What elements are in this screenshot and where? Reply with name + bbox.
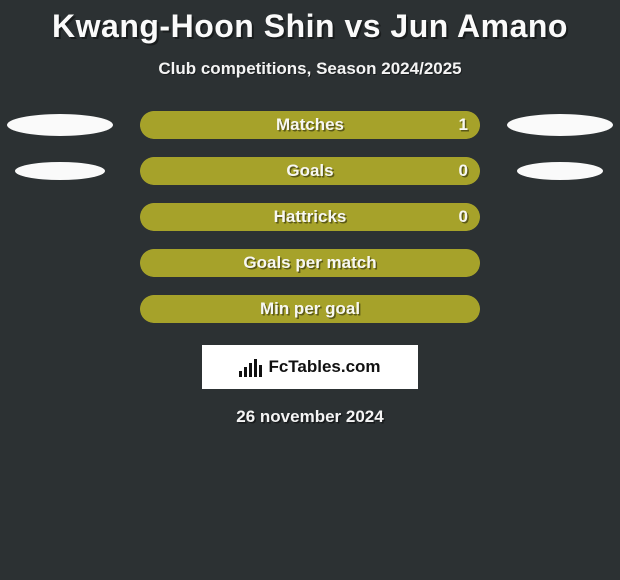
stat-value-right: 1 xyxy=(459,111,468,139)
right-marker-cell xyxy=(500,157,620,185)
left-marker-cell xyxy=(0,157,120,185)
left-marker-cell xyxy=(0,111,120,139)
stat-row: Matches1 xyxy=(0,111,620,139)
stat-value-right: 0 xyxy=(459,157,468,185)
left-marker-cell xyxy=(0,203,120,231)
date-label: 26 november 2024 xyxy=(0,407,620,427)
oval-marker xyxy=(7,114,113,136)
stat-row: Goals0 xyxy=(0,157,620,185)
right-marker-cell xyxy=(500,203,620,231)
stat-label: Matches xyxy=(140,111,480,139)
stat-bar: Matches1 xyxy=(140,111,480,139)
left-marker-cell xyxy=(0,295,120,323)
oval-marker xyxy=(15,162,105,180)
stat-value-right: 0 xyxy=(459,203,468,231)
stat-row: Hattricks0 xyxy=(0,203,620,231)
right-marker-cell xyxy=(500,295,620,323)
left-marker-cell xyxy=(0,249,120,277)
stat-label: Goals per match xyxy=(140,249,480,277)
page-subtitle: Club competitions, Season 2024/2025 xyxy=(0,59,620,79)
stat-label: Min per goal xyxy=(140,295,480,323)
oval-marker xyxy=(507,114,613,136)
stat-label: Goals xyxy=(140,157,480,185)
source-logo: FcTables.com xyxy=(202,345,418,389)
page-title: Kwang-Hoon Shin vs Jun Amano xyxy=(0,0,620,45)
stat-rows: Matches1Goals0Hattricks0Goals per matchM… xyxy=(0,111,620,323)
right-marker-cell xyxy=(500,249,620,277)
stat-label: Hattricks xyxy=(140,203,480,231)
right-marker-cell xyxy=(500,111,620,139)
logo-text: FcTables.com xyxy=(268,357,380,377)
stat-bar: Min per goal xyxy=(140,295,480,323)
stat-bar: Hattricks0 xyxy=(140,203,480,231)
chart-icon xyxy=(239,357,262,377)
oval-marker xyxy=(517,162,603,180)
stat-bar: Goals per match xyxy=(140,249,480,277)
stat-row: Min per goal xyxy=(0,295,620,323)
stat-row: Goals per match xyxy=(0,249,620,277)
stat-bar: Goals0 xyxy=(140,157,480,185)
